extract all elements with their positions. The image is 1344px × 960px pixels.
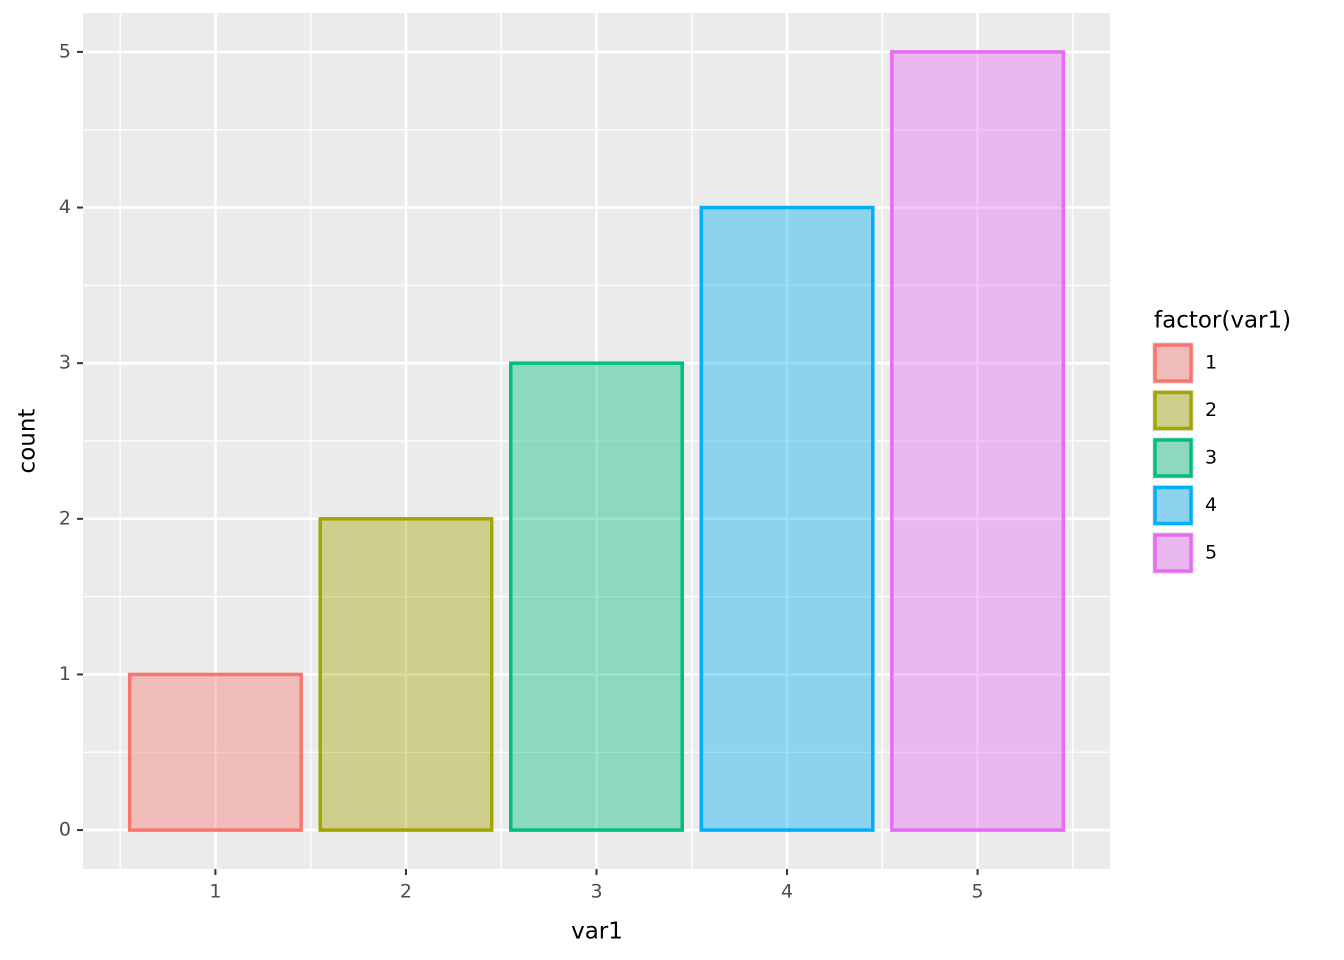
- y-axis-title: count: [15, 409, 41, 474]
- bar: [509, 361, 684, 832]
- legend-key-bg: [1152, 437, 1194, 479]
- x-tick-label: 2: [400, 881, 412, 903]
- x-tick-label: 3: [590, 881, 602, 903]
- bar: [699, 205, 875, 832]
- y-tick-label: 1: [59, 663, 71, 685]
- y-tick-label: 3: [59, 352, 71, 374]
- x-tick-label: 4: [781, 881, 793, 903]
- legend-label: 5: [1205, 542, 1217, 564]
- y-tick-label: 4: [59, 196, 71, 218]
- y-tick-label: 2: [59, 507, 71, 529]
- x-axis-title: var1: [571, 919, 623, 945]
- legend-title: factor(var1): [1154, 308, 1291, 334]
- legend-key-bg: [1152, 484, 1194, 527]
- x-tick-label: 1: [209, 881, 221, 903]
- legend-key: [1153, 390, 1193, 431]
- legend-key: [1153, 343, 1193, 383]
- legend-label: 1: [1205, 352, 1217, 374]
- legend-key: [1153, 485, 1193, 526]
- bar: [318, 517, 494, 832]
- legend-key: [1153, 438, 1193, 478]
- legend-key-bg: [1152, 342, 1194, 384]
- y-tick-label: 5: [59, 40, 71, 62]
- legend-key-bg: [1152, 389, 1194, 432]
- bar: [127, 672, 303, 832]
- legend-label: 3: [1205, 447, 1217, 469]
- x-tick-label: 5: [972, 881, 984, 903]
- bar: [890, 50, 1066, 832]
- legend-key: [1153, 533, 1193, 573]
- y-tick-label: 0: [59, 819, 71, 841]
- legend-label: 2: [1205, 399, 1217, 421]
- legend-label: 4: [1205, 494, 1217, 516]
- legend-key-bg: [1152, 532, 1194, 574]
